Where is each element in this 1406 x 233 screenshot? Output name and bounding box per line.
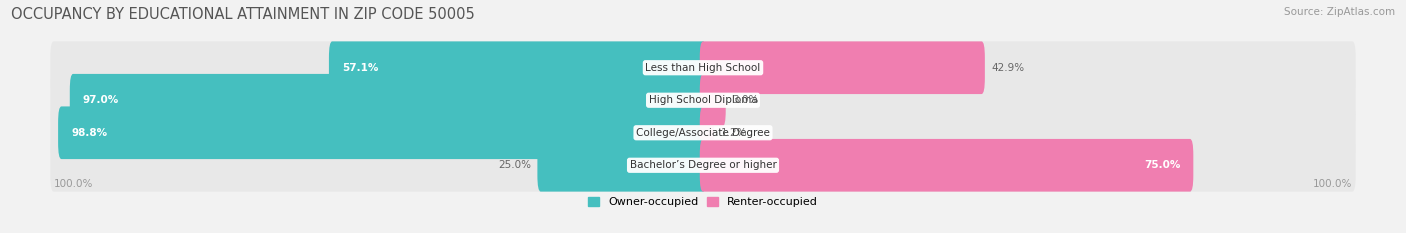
Text: OCCUPANCY BY EDUCATIONAL ATTAINMENT IN ZIP CODE 50005: OCCUPANCY BY EDUCATIONAL ATTAINMENT IN Z… (11, 7, 475, 22)
Legend: Owner-occupied, Renter-occupied: Owner-occupied, Renter-occupied (583, 193, 823, 212)
FancyBboxPatch shape (700, 139, 1194, 192)
Text: Less than High School: Less than High School (645, 63, 761, 73)
Text: High School Diploma: High School Diploma (648, 95, 758, 105)
Text: 1.2%: 1.2% (720, 128, 747, 138)
Text: 98.8%: 98.8% (72, 128, 107, 138)
Text: 42.9%: 42.9% (991, 63, 1025, 73)
Text: Bachelor’s Degree or higher: Bachelor’s Degree or higher (630, 160, 776, 170)
Text: 57.1%: 57.1% (342, 63, 378, 73)
Text: 25.0%: 25.0% (498, 160, 531, 170)
FancyBboxPatch shape (329, 41, 706, 94)
Text: 100.0%: 100.0% (53, 179, 93, 189)
FancyBboxPatch shape (51, 106, 706, 159)
Text: 75.0%: 75.0% (1144, 160, 1181, 170)
FancyBboxPatch shape (700, 106, 1355, 159)
FancyBboxPatch shape (51, 41, 706, 94)
FancyBboxPatch shape (700, 74, 1355, 127)
Text: 97.0%: 97.0% (83, 95, 120, 105)
FancyBboxPatch shape (700, 41, 1355, 94)
FancyBboxPatch shape (700, 139, 1355, 192)
Text: College/Associate Degree: College/Associate Degree (636, 128, 770, 138)
FancyBboxPatch shape (700, 106, 714, 159)
FancyBboxPatch shape (537, 139, 706, 192)
FancyBboxPatch shape (700, 41, 984, 94)
Text: 100.0%: 100.0% (1313, 179, 1353, 189)
Text: 3.0%: 3.0% (733, 95, 759, 105)
Text: Source: ZipAtlas.com: Source: ZipAtlas.com (1284, 7, 1395, 17)
FancyBboxPatch shape (700, 74, 725, 127)
FancyBboxPatch shape (51, 74, 706, 127)
FancyBboxPatch shape (51, 139, 706, 192)
FancyBboxPatch shape (70, 74, 706, 127)
FancyBboxPatch shape (58, 106, 706, 159)
